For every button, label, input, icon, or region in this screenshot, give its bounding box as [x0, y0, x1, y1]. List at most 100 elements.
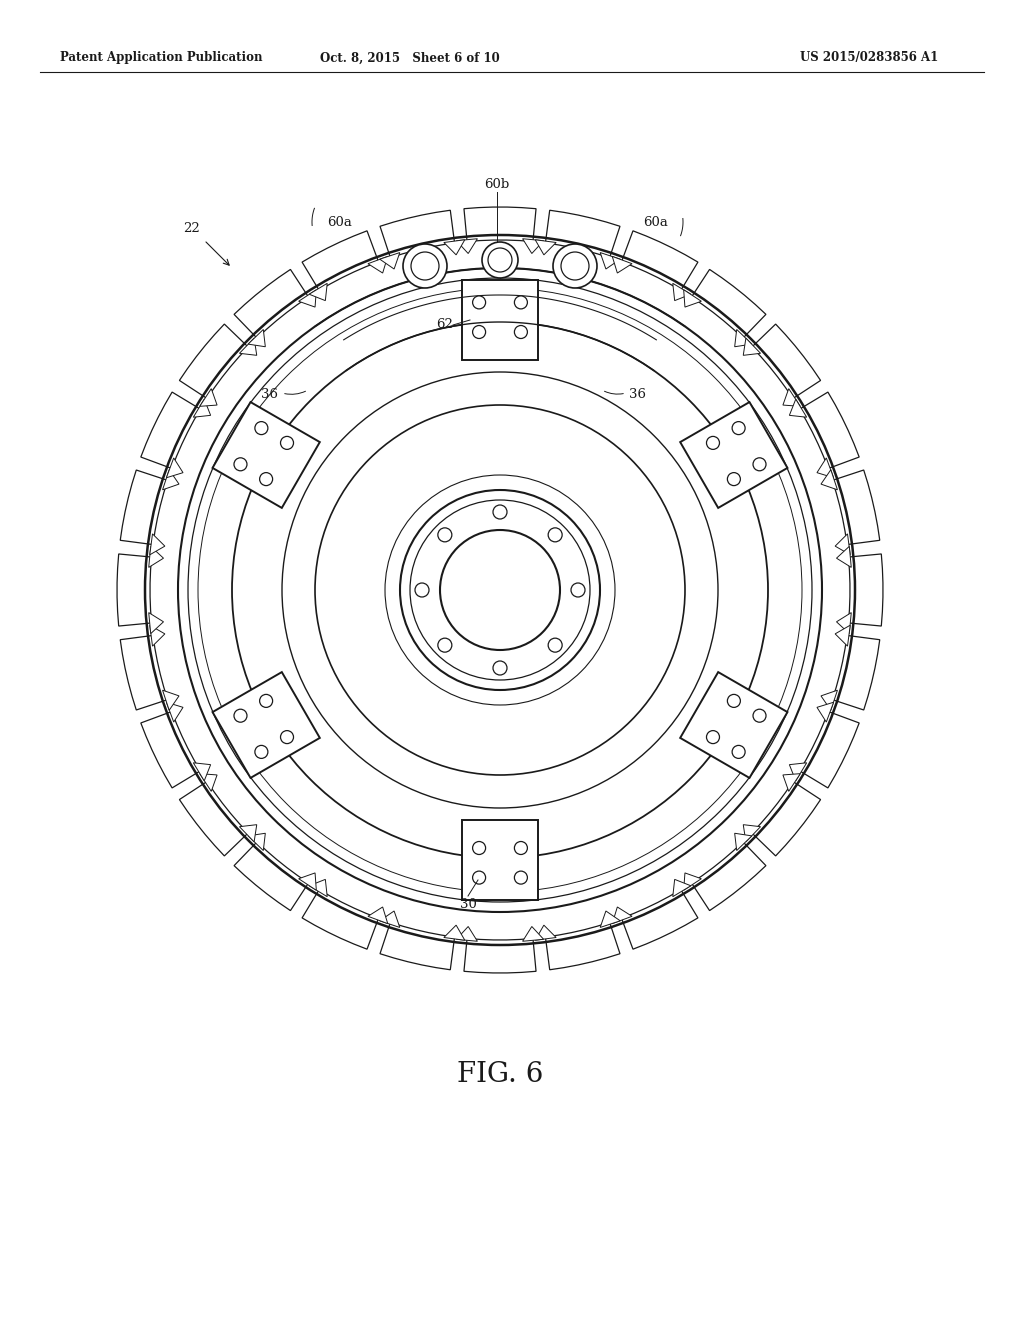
Circle shape [473, 296, 485, 309]
Polygon shape [315, 268, 685, 371]
Polygon shape [522, 927, 544, 941]
Polygon shape [536, 240, 556, 255]
Polygon shape [464, 207, 536, 242]
Circle shape [493, 661, 507, 675]
Circle shape [707, 437, 720, 449]
Circle shape [727, 473, 740, 486]
Circle shape [571, 583, 585, 597]
Circle shape [260, 473, 272, 486]
Polygon shape [368, 907, 388, 924]
Polygon shape [800, 711, 859, 788]
Polygon shape [600, 252, 621, 269]
Circle shape [482, 242, 518, 279]
Polygon shape [752, 781, 820, 855]
Text: Patent Application Publication: Patent Application Publication [60, 51, 262, 65]
Text: 60a: 60a [327, 215, 352, 228]
Polygon shape [462, 820, 538, 900]
Polygon shape [179, 325, 248, 399]
Polygon shape [821, 470, 838, 490]
Polygon shape [680, 672, 787, 777]
Circle shape [548, 638, 562, 652]
Circle shape [233, 709, 247, 722]
Polygon shape [743, 338, 761, 355]
Polygon shape [120, 635, 168, 710]
Polygon shape [836, 533, 850, 554]
Text: 62: 62 [436, 318, 454, 331]
Polygon shape [743, 825, 761, 842]
Polygon shape [836, 626, 850, 645]
Circle shape [415, 583, 429, 597]
Text: 22: 22 [183, 222, 201, 235]
Polygon shape [309, 284, 328, 301]
Polygon shape [120, 470, 168, 545]
Polygon shape [817, 458, 834, 478]
Polygon shape [546, 923, 620, 970]
Polygon shape [200, 388, 217, 407]
Text: 36: 36 [261, 388, 279, 401]
Polygon shape [612, 256, 632, 273]
Circle shape [548, 528, 562, 541]
Polygon shape [213, 403, 319, 508]
Circle shape [473, 326, 485, 338]
Polygon shape [464, 939, 536, 973]
Circle shape [395, 484, 605, 696]
Polygon shape [622, 890, 698, 949]
Circle shape [473, 842, 485, 854]
Polygon shape [380, 923, 455, 970]
Polygon shape [800, 392, 859, 469]
Polygon shape [462, 280, 538, 360]
Text: 30: 30 [460, 899, 476, 912]
Polygon shape [240, 338, 257, 355]
Circle shape [281, 437, 294, 449]
Polygon shape [148, 546, 164, 568]
Polygon shape [673, 284, 691, 301]
Circle shape [400, 490, 600, 690]
Polygon shape [612, 907, 632, 924]
Circle shape [233, 458, 247, 471]
Polygon shape [684, 873, 701, 890]
Polygon shape [790, 399, 807, 417]
Polygon shape [691, 842, 766, 911]
Polygon shape [783, 774, 801, 792]
Text: 60a: 60a [643, 215, 668, 228]
Polygon shape [248, 330, 265, 347]
Circle shape [732, 746, 745, 759]
Polygon shape [684, 289, 701, 308]
Circle shape [553, 244, 597, 288]
Circle shape [411, 252, 439, 280]
Polygon shape [536, 925, 556, 940]
Polygon shape [302, 231, 379, 290]
Polygon shape [849, 554, 883, 626]
Circle shape [732, 421, 745, 434]
Polygon shape [457, 239, 477, 253]
Polygon shape [302, 890, 379, 949]
Circle shape [727, 694, 740, 708]
Polygon shape [837, 612, 851, 634]
Circle shape [753, 458, 766, 471]
Polygon shape [194, 399, 211, 417]
Polygon shape [213, 672, 319, 777]
Circle shape [514, 842, 527, 854]
Polygon shape [179, 781, 248, 855]
Polygon shape [150, 626, 165, 645]
Polygon shape [240, 825, 257, 842]
Polygon shape [691, 269, 766, 338]
Polygon shape [833, 470, 880, 545]
Polygon shape [734, 330, 752, 347]
Text: FIG. 6: FIG. 6 [457, 1061, 543, 1089]
Circle shape [140, 230, 860, 950]
Polygon shape [141, 392, 201, 469]
Polygon shape [368, 256, 388, 273]
Polygon shape [522, 239, 544, 253]
Polygon shape [166, 702, 183, 722]
Text: Oct. 8, 2015   Sheet 6 of 10: Oct. 8, 2015 Sheet 6 of 10 [321, 51, 500, 65]
Polygon shape [752, 325, 820, 399]
Polygon shape [380, 252, 399, 269]
Polygon shape [166, 458, 183, 478]
Text: 36: 36 [630, 388, 646, 401]
Circle shape [707, 730, 720, 743]
Polygon shape [194, 763, 211, 781]
Circle shape [514, 326, 527, 338]
Polygon shape [457, 927, 477, 941]
Circle shape [514, 296, 527, 309]
